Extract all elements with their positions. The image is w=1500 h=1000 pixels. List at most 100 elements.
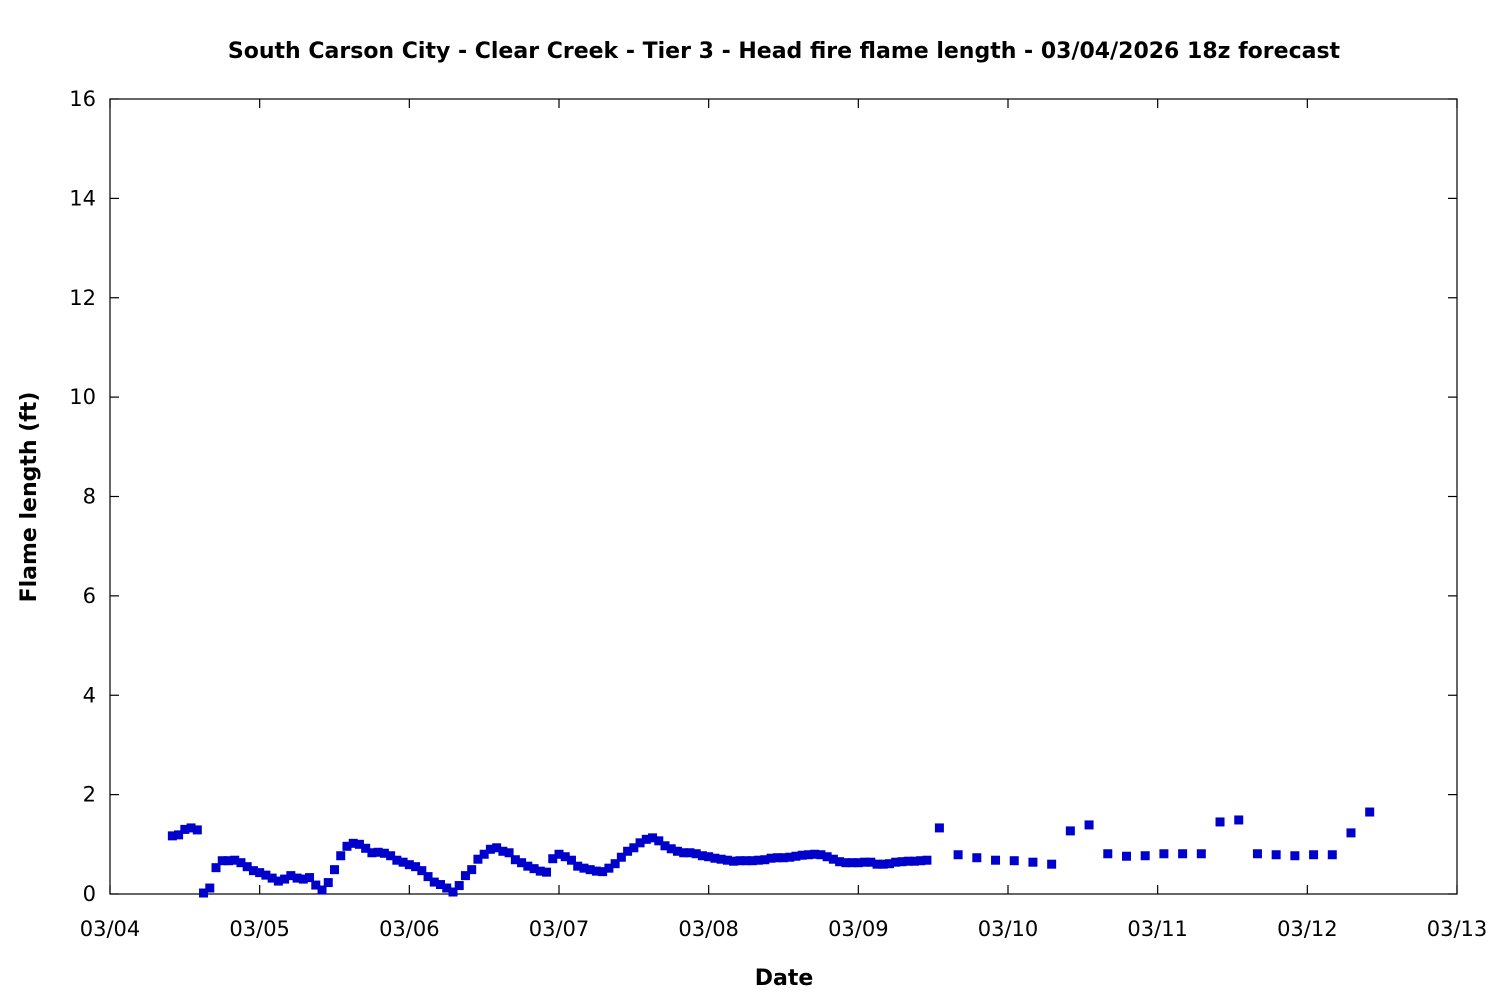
data-point	[323, 878, 333, 888]
data-point	[648, 833, 658, 843]
data-point	[492, 843, 502, 853]
data-point	[909, 856, 919, 866]
data-point	[841, 858, 851, 868]
data-point	[348, 838, 358, 848]
data-point	[354, 839, 364, 849]
y-tick-label: 14	[69, 186, 96, 210]
data-point	[211, 863, 221, 873]
data-point	[411, 862, 421, 872]
data-point	[398, 857, 408, 867]
data-point	[816, 850, 826, 860]
data-point	[741, 856, 751, 866]
data-point	[330, 865, 339, 875]
data-point	[885, 859, 895, 869]
data-point	[479, 849, 489, 859]
data-point	[1365, 807, 1375, 817]
data-point	[442, 883, 452, 893]
y-tick-label: 0	[83, 882, 96, 906]
data-point	[1271, 850, 1281, 860]
data-point	[529, 864, 539, 874]
data-point	[610, 859, 620, 869]
data-point	[716, 854, 726, 864]
data-point	[710, 853, 720, 863]
data-point	[573, 861, 583, 871]
y-tick-label: 2	[83, 783, 96, 807]
data-point	[467, 865, 477, 875]
data-point	[429, 877, 439, 887]
data-point	[261, 870, 271, 880]
data-point	[810, 849, 820, 859]
y-tick-label: 12	[69, 286, 96, 310]
data-point	[1159, 849, 1169, 859]
x-tick-label: 03/10	[978, 917, 1039, 941]
y-axis-tick-labels: 0 2 4 6 8 10 12 14 16	[69, 87, 96, 906]
data-point	[772, 853, 782, 863]
data-point	[417, 866, 427, 876]
data-point	[691, 849, 701, 859]
data-point	[504, 848, 514, 858]
data-point	[672, 846, 682, 856]
data-point	[199, 888, 209, 898]
data-point	[311, 880, 321, 890]
data-point	[1103, 849, 1113, 859]
y-tick-label: 6	[83, 584, 96, 608]
data-point	[785, 852, 795, 862]
data-point	[1234, 815, 1244, 825]
data-point	[747, 856, 757, 866]
data-point	[336, 851, 346, 861]
data-point	[167, 831, 177, 841]
data-point	[616, 852, 626, 862]
data-point	[1065, 826, 1075, 836]
data-point	[523, 861, 533, 871]
data-point	[236, 858, 246, 868]
data-point	[1009, 856, 1019, 866]
y-axis-label: Flame length (ft)	[17, 392, 42, 603]
data-point	[729, 856, 739, 866]
data-point	[866, 857, 876, 867]
x-tick-label: 03/12	[1277, 917, 1338, 941]
data-point	[853, 858, 863, 868]
data-point	[722, 855, 732, 865]
data-point	[591, 866, 601, 876]
data-point	[1121, 851, 1131, 861]
data-point	[242, 862, 252, 872]
data-point	[298, 874, 308, 884]
data-point	[404, 860, 414, 870]
data-point	[392, 855, 402, 865]
data-point	[635, 838, 645, 848]
data-point	[317, 885, 327, 895]
data-point	[922, 855, 932, 865]
data-point	[953, 850, 963, 860]
data-point	[835, 857, 845, 867]
x-tick-label: 03/05	[229, 917, 290, 941]
y-tick-label: 16	[69, 87, 96, 111]
data-point	[1178, 849, 1188, 859]
data-point	[1327, 850, 1337, 860]
plot-frame	[109, 98, 1458, 895]
data-point	[367, 848, 377, 858]
data-point	[822, 852, 832, 862]
data-point	[548, 854, 558, 864]
data-point	[473, 854, 483, 864]
data-point	[897, 857, 907, 867]
data-point	[916, 856, 926, 866]
x-tick-label: 03/08	[678, 917, 739, 941]
data-point	[566, 855, 576, 865]
data-point	[641, 834, 651, 844]
y-tick-label: 4	[83, 683, 96, 707]
data-point	[361, 843, 371, 853]
data-point	[697, 851, 707, 861]
data-point	[436, 880, 446, 890]
axis-ticks	[109, 98, 1458, 895]
data-point	[754, 855, 764, 865]
x-axis-tick-labels: 03/04 03/05 03/06 03/07 03/08 03/09 03/10 03/11…	[80, 917, 1488, 941]
data-point	[934, 823, 944, 833]
data-point	[760, 855, 770, 865]
y-tick-label: 10	[69, 385, 96, 409]
data-point	[604, 863, 614, 873]
data-point	[305, 873, 315, 883]
data-point	[1290, 851, 1300, 861]
data-point	[267, 873, 277, 883]
x-axis-label: Date	[755, 966, 814, 991]
x-tick-label: 03/11	[1127, 917, 1188, 941]
